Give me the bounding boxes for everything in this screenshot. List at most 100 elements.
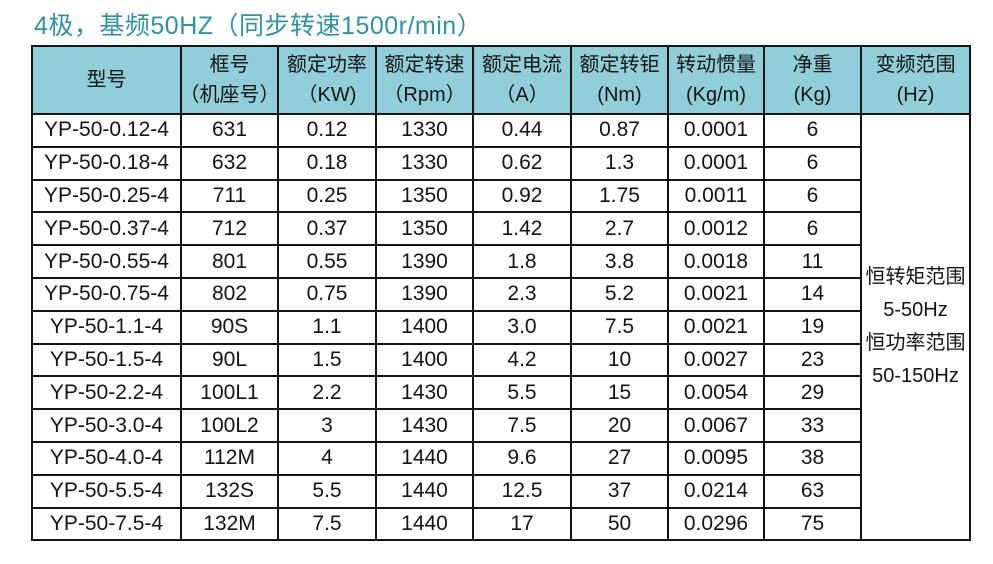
- table-cell: 0.0021: [667, 309, 765, 345]
- table-cell: 1440: [375, 506, 474, 542]
- table-cell: 0.0067: [667, 408, 765, 443]
- header-line: 额定电流: [482, 54, 562, 76]
- table-cell: 1440: [375, 440, 474, 476]
- table-cell: 0.44: [472, 113, 572, 148]
- header-cell-inertia: 转动惯量 (Kg/m): [667, 45, 765, 115]
- table-cell: 631: [180, 113, 279, 148]
- table-cell: YP-50-0.18-4: [31, 145, 182, 181]
- header-row: 型号 框号 （机座号） 额定功率 （KW): [31, 45, 971, 115]
- table-cell: 0.0001: [667, 113, 765, 148]
- table-row: YP-50-3.0-4 100L2 3 1430 7.5 20 0.0067 33: [31, 408, 970, 443]
- table-cell: 1.42: [472, 211, 572, 247]
- table-cell: 0.0012: [667, 211, 765, 247]
- table-cell: 632: [180, 145, 279, 181]
- header-line: 框号: [209, 54, 250, 76]
- table-cell: 1.5: [277, 342, 377, 378]
- table-cell: 3: [277, 408, 377, 443]
- header-cell-frame: 框号 （机座号）: [180, 45, 280, 115]
- table-cell: 1.8: [472, 244, 572, 279]
- table-cell: 37: [570, 473, 669, 509]
- header-line: 变频范围: [875, 54, 956, 76]
- table-cell: 7.5: [472, 408, 572, 443]
- table-cell: 0.25: [277, 178, 377, 214]
- table-row: YP-50-2.2-4 100L1 2.2 1430 5.5 15 0.0054 29: [31, 375, 970, 411]
- table-cell: 7.5: [570, 309, 669, 345]
- table-cell: 75: [763, 506, 862, 542]
- table-cell: 0.0011: [667, 178, 765, 214]
- table-cell: 1430: [375, 408, 474, 443]
- table-cell: 132S: [180, 473, 279, 509]
- table-cell: 1400: [375, 309, 474, 345]
- header-line: （Rpm）: [383, 84, 466, 106]
- table-cell: 4.2: [472, 342, 572, 378]
- frequency-range-line: 恒功率范围: [865, 332, 966, 355]
- table-cell: 63: [763, 473, 862, 509]
- frequency-range-cell: 恒转矩范围 5-50Hz 恒功率范围 50-150Hz: [860, 112, 971, 542]
- table-cell: 5.5: [277, 473, 377, 509]
- table-row: YP-50-0.37-4 712 0.37 1350 1.42 2.7 0.0012 6: [31, 211, 970, 247]
- table-cell: YP-50-7.5-4: [31, 506, 182, 542]
- header-line: (Hz): [896, 84, 935, 106]
- table-cell: YP-50-4.0-4: [31, 440, 182, 476]
- table-cell: 0.0027: [667, 342, 765, 378]
- table-header: 型号 框号 （机座号） 额定功率 （KW): [31, 45, 971, 115]
- table-cell: 33: [763, 408, 862, 443]
- table-body: YP-50-0.12-4 631 0.12 1330 0.44 0.87 0.0001 6 恒转…: [31, 112, 971, 542]
- table-row: YP-50-0.25-4 711 0.25 1350 0.92 1.75 0.0011 6: [31, 178, 970, 214]
- header-cell-rated-torque: 额定转钜 (Nm): [570, 45, 669, 115]
- table-cell: 29: [763, 375, 862, 411]
- table-row: YP-50-7.5-4 132M 7.5 1440 17 50 0.0296 75: [31, 506, 970, 542]
- table-cell: 5.2: [570, 276, 669, 312]
- table-cell: 2.3: [472, 276, 572, 312]
- header-cell-rated-speed: 额定转速 （Rpm）: [375, 45, 474, 115]
- table-cell: YP-50-0.37-4: [31, 211, 182, 247]
- table-cell: YP-50-0.12-4: [31, 113, 182, 148]
- table-cell: 15: [570, 375, 669, 411]
- header-cell-rated-current: 额定电流 （A）: [472, 45, 572, 115]
- table-cell: 1390: [375, 276, 474, 312]
- table-cell: 20: [570, 408, 669, 443]
- table-cell: 112M: [180, 440, 279, 476]
- table-cell: 38: [763, 440, 862, 476]
- table-cell: 801: [180, 244, 279, 279]
- table-cell: 0.12: [277, 113, 377, 148]
- table-cell: 1.3: [570, 145, 669, 181]
- table-cell: 10: [570, 342, 669, 378]
- table-cell: 132M: [180, 506, 279, 542]
- table-cell: 19: [763, 309, 862, 345]
- header-cell-model: 型号: [31, 45, 182, 115]
- table-row: YP-50-0.12-4 631 0.12 1330 0.44 0.87 0.0001 6 恒转…: [31, 112, 971, 542]
- table-cell: 1400: [375, 342, 474, 378]
- table-cell: 0.0054: [667, 375, 765, 411]
- header-line: 额定转钜: [579, 54, 660, 76]
- table-cell: 6: [763, 145, 862, 181]
- table-cell: 90S: [180, 309, 279, 345]
- table-cell: 0.62: [472, 145, 572, 181]
- table-cell: 11: [763, 244, 862, 279]
- table-cell: 712: [180, 211, 279, 247]
- table-cell: YP-50-3.0-4: [31, 408, 182, 443]
- table-row: YP-50-0.55-4 801 0.55 1390 1.8 3.8 0.0018 11: [31, 244, 970, 279]
- table-cell: YP-50-2.2-4: [31, 375, 182, 411]
- table-cell: 9.6: [472, 440, 572, 476]
- table-row: YP-50-1.1-4 90S 1.1 1400 3.0 7.5 0.0021 19: [31, 309, 970, 345]
- table-cell: 27: [570, 440, 669, 476]
- table-cell: 2.2: [277, 375, 377, 411]
- page-title: 4极，基频50HZ（同步转速1500r/min）: [34, 12, 483, 40]
- table-row: YP-50-1.5-4 90L 1.5 1400 4.2 10 0.0027 23: [31, 342, 970, 378]
- table-cell: 1350: [375, 211, 474, 247]
- table-cell: 1330: [375, 113, 474, 148]
- header-line: 额定转速: [384, 54, 465, 76]
- table-cell: 4: [277, 440, 377, 476]
- table-cell: 1350: [375, 178, 474, 214]
- table-cell: 0.87: [570, 113, 669, 148]
- table-cell: 2.7: [570, 211, 669, 247]
- table-cell: 0.0021: [667, 276, 765, 312]
- table-cell: 5.5: [472, 375, 572, 411]
- table-cell: 0.92: [472, 178, 572, 214]
- table-cell: 0.37: [277, 211, 377, 247]
- table-cell: 0.0296: [667, 506, 765, 542]
- motor-spec-table: 型号 框号 （机座号） 额定功率 （KW): [31, 45, 971, 542]
- table-cell: 12.5: [472, 473, 572, 509]
